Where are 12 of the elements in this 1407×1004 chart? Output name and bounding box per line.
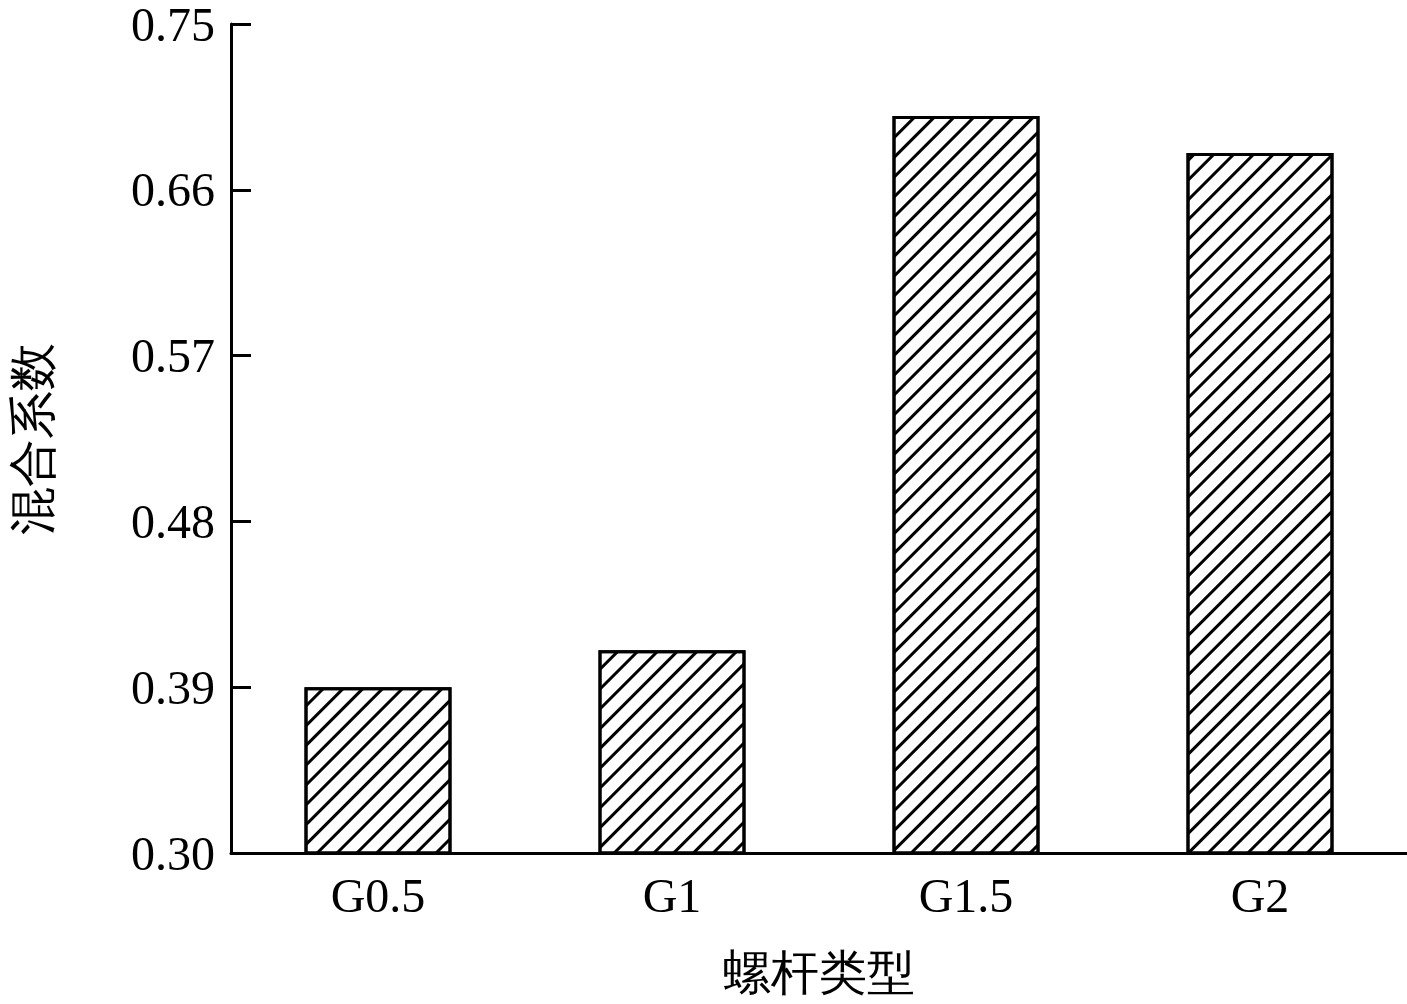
y-tick-label: 0.39 xyxy=(131,660,215,714)
x-axis-title: 螺杆类型 xyxy=(723,945,915,999)
y-tick-label: 0.48 xyxy=(131,494,215,548)
x-tick-label: G0.5 xyxy=(330,868,426,922)
y-tick-label: 0.66 xyxy=(131,163,215,217)
x-tick-label: G1 xyxy=(642,868,702,922)
y-tick-label: 0.57 xyxy=(131,329,215,383)
x-tick-label: G1.5 xyxy=(918,868,1014,922)
y-tick-label: 0.75 xyxy=(131,0,215,51)
y-tick-label: 0.30 xyxy=(131,826,215,880)
x-tick-label: G2 xyxy=(1230,868,1290,922)
y-axis-title: 混合系数 xyxy=(5,342,59,535)
